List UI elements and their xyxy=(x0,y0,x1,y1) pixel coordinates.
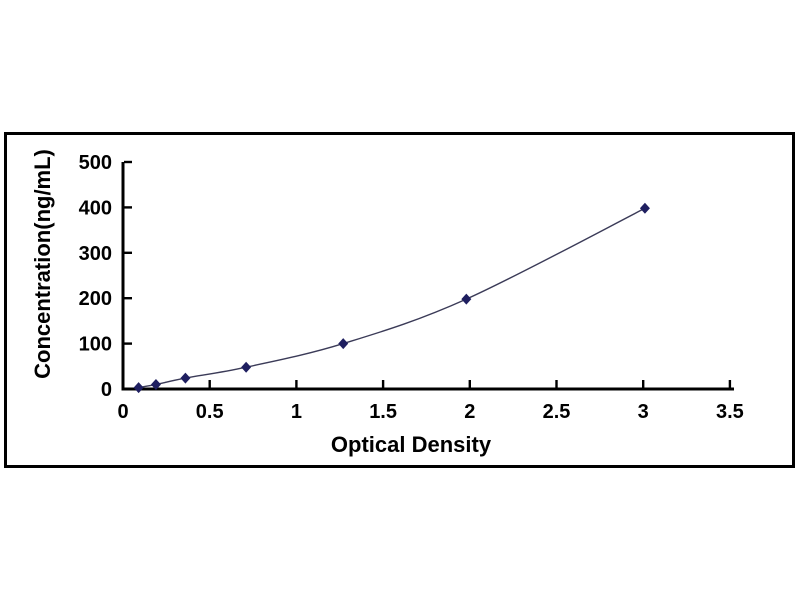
x-tick-label: 3.5 xyxy=(716,401,744,423)
x-tick-label: 2 xyxy=(464,401,475,423)
data-point-marker xyxy=(639,202,650,214)
y-tick-label: 300 xyxy=(79,243,112,265)
data-point-marker xyxy=(150,378,161,390)
x-tick-label: 3 xyxy=(638,401,649,423)
tick-layer: 0 0.5 1 1.5 2 2.5 3 3.5 0 100 200 300 400 500 xyxy=(79,152,744,423)
y-tick-label: 200 xyxy=(79,288,112,310)
data-point-marker xyxy=(461,293,472,305)
chart-frame xyxy=(4,132,795,468)
series-layer xyxy=(133,202,650,394)
x-tick-label: 1 xyxy=(291,401,302,423)
y-axis-title: Concentration(ng/mL) xyxy=(30,149,55,379)
y-tick-label: 0 xyxy=(101,379,112,401)
x-tick-label: 1.5 xyxy=(369,401,397,423)
x-tick-label: 0 xyxy=(117,401,128,423)
y-tick-label: 400 xyxy=(79,197,112,219)
data-point-marker xyxy=(338,338,349,350)
x-axis-title: Optical Density xyxy=(331,432,492,457)
data-point-marker xyxy=(180,372,191,384)
y-tick-label: 100 xyxy=(79,334,112,356)
curve-line xyxy=(138,207,646,389)
x-tick-label: 2.5 xyxy=(543,401,571,423)
x-tick-label: 0.5 xyxy=(196,401,224,423)
y-tick-label: 500 xyxy=(79,152,112,174)
data-point-marker xyxy=(241,361,252,373)
axes-layer xyxy=(121,162,734,391)
data-point-marker xyxy=(133,382,144,394)
